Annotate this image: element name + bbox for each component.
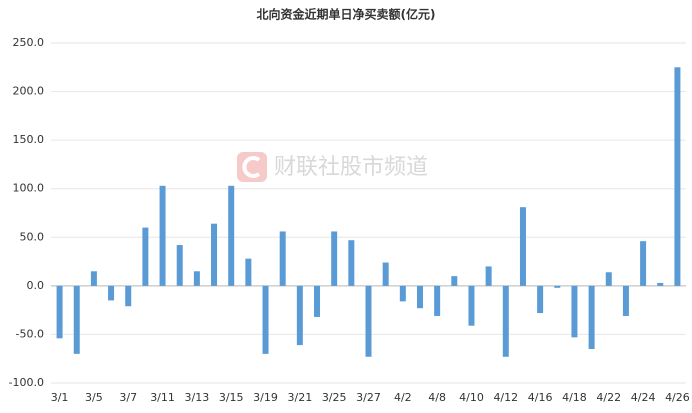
bar xyxy=(211,223,218,286)
x-tick-label: 3/27 xyxy=(356,391,381,404)
bar xyxy=(502,285,509,357)
bar xyxy=(56,285,63,339)
bar xyxy=(108,285,115,301)
bar xyxy=(296,285,303,346)
bar xyxy=(657,282,664,286)
bar xyxy=(485,266,492,286)
x-tick-label: 4/8 xyxy=(428,391,446,404)
x-tick-label: 3/25 xyxy=(322,391,347,404)
bar xyxy=(125,285,132,307)
y-tick-label: 250.0 xyxy=(13,36,45,49)
x-tick-label: 4/26 xyxy=(665,391,690,404)
x-tick-label: 4/24 xyxy=(631,391,656,404)
bar xyxy=(90,271,97,286)
bar xyxy=(245,258,252,286)
y-tick-label: 200.0 xyxy=(13,85,45,98)
x-tick-label: 3/15 xyxy=(219,391,244,404)
bar xyxy=(674,67,681,286)
y-tick-label: 150.0 xyxy=(13,133,45,146)
x-tick-label: 4/12 xyxy=(493,391,518,404)
bar xyxy=(519,207,526,286)
x-tick-label: 4/22 xyxy=(596,391,621,404)
bar xyxy=(314,285,321,317)
bar xyxy=(588,285,595,349)
x-tick-label: 3/13 xyxy=(185,391,210,404)
bar xyxy=(331,231,338,286)
bar xyxy=(605,272,612,286)
bar xyxy=(622,285,629,316)
bar xyxy=(142,227,149,286)
bar xyxy=(571,285,578,338)
x-tick-label: 4/10 xyxy=(459,391,484,404)
bar xyxy=(365,285,372,357)
x-tick-label: 4/2 xyxy=(394,391,412,404)
chart-title: 北向资金近期单日净买卖额(亿元) xyxy=(257,7,436,22)
x-tick-label: 4/16 xyxy=(528,391,553,404)
y-tick-label: 50.0 xyxy=(20,230,45,243)
bar xyxy=(176,245,183,286)
y-tick-label: 100.0 xyxy=(13,182,45,195)
bar xyxy=(73,285,80,354)
bar xyxy=(537,285,544,314)
bar xyxy=(193,271,200,286)
bar xyxy=(640,241,647,286)
bar xyxy=(554,285,561,288)
x-tick-label: 3/7 xyxy=(119,391,137,404)
bar xyxy=(228,185,235,286)
bar xyxy=(348,240,355,286)
bar xyxy=(451,276,458,286)
watermark-logo xyxy=(237,152,267,182)
x-tick-label: 4/18 xyxy=(562,391,587,404)
bar xyxy=(279,231,286,286)
bar xyxy=(416,285,423,309)
y-tick-label: -50.0 xyxy=(16,327,44,340)
y-tick-label: -100.0 xyxy=(9,376,44,389)
bar xyxy=(262,285,269,354)
x-tick-label: 3/1 xyxy=(51,391,69,404)
bar xyxy=(468,285,475,326)
x-tick-label: 3/19 xyxy=(253,391,278,404)
x-tick-label: 3/5 xyxy=(85,391,103,404)
x-tick-label: 3/11 xyxy=(150,391,175,404)
y-tick-label: 0.0 xyxy=(27,279,45,292)
watermark: 财联社股市频道 xyxy=(274,155,428,180)
bar xyxy=(159,185,166,286)
x-tick-label: 3/21 xyxy=(287,391,312,404)
bar xyxy=(399,285,406,302)
bar xyxy=(434,285,441,316)
bar xyxy=(382,262,389,286)
